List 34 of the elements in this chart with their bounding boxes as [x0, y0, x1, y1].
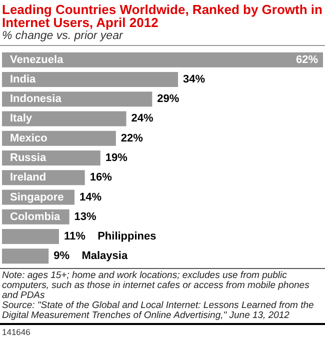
- data-label: 62%: [296, 54, 318, 66]
- y-tick-label: Venezuela: [10, 54, 64, 66]
- y-tick-label: Singapore: [10, 191, 64, 204]
- bar: [2, 72, 178, 87]
- y-tick-label: India: [10, 73, 37, 86]
- data-label: 19%: [105, 152, 128, 164]
- y-tick-label: Malaysia: [82, 250, 128, 262]
- text: Note: ages 15+; home and work locations; excludes use from public computers, such as those in internet cafes or access from mobile phones and PDAs: [2, 270, 310, 301]
- bar: [2, 130, 116, 146]
- data-label: 34%: [183, 73, 206, 86]
- y-tick-label: Russia: [10, 152, 47, 164]
- y-tick-label: Colombia: [10, 210, 61, 223]
- y-tick-label: Mexico: [10, 132, 48, 144]
- bar: [2, 229, 59, 244]
- chart-subtitle: % change vs. prior year: [0, 29, 325, 46]
- data-label: 16%: [90, 172, 112, 184]
- data-label: 22%: [120, 132, 144, 144]
- bar: [2, 111, 126, 126]
- y-tick-label: Ireland: [10, 172, 46, 184]
- bar: [2, 92, 152, 107]
- data-label: 13%: [74, 210, 97, 223]
- y-tick-label: Italy: [10, 112, 33, 125]
- bar: [2, 248, 49, 264]
- text: 141646: [2, 327, 32, 337]
- data-label: 24%: [131, 112, 154, 125]
- data-label: 11%: [64, 230, 86, 243]
- data-label: 14%: [79, 191, 102, 204]
- source-note: Source: "State of the Global and Local Internet: Lessons Learned from the Digital Measurement Trenches of Online Advertising," June 13, 2012: [2, 300, 315, 321]
- y-tick-label: Philippines: [98, 230, 156, 243]
- bar: [2, 52, 323, 68]
- chart-title: Leading Countries Worldwide, Ranked by Growth in Internet Users, April 2012: [1, 1, 324, 30]
- data-label: 29%: [157, 93, 180, 106]
- data-label: 9%: [54, 250, 70, 262]
- y-tick-label: Indonesia: [10, 93, 62, 106]
